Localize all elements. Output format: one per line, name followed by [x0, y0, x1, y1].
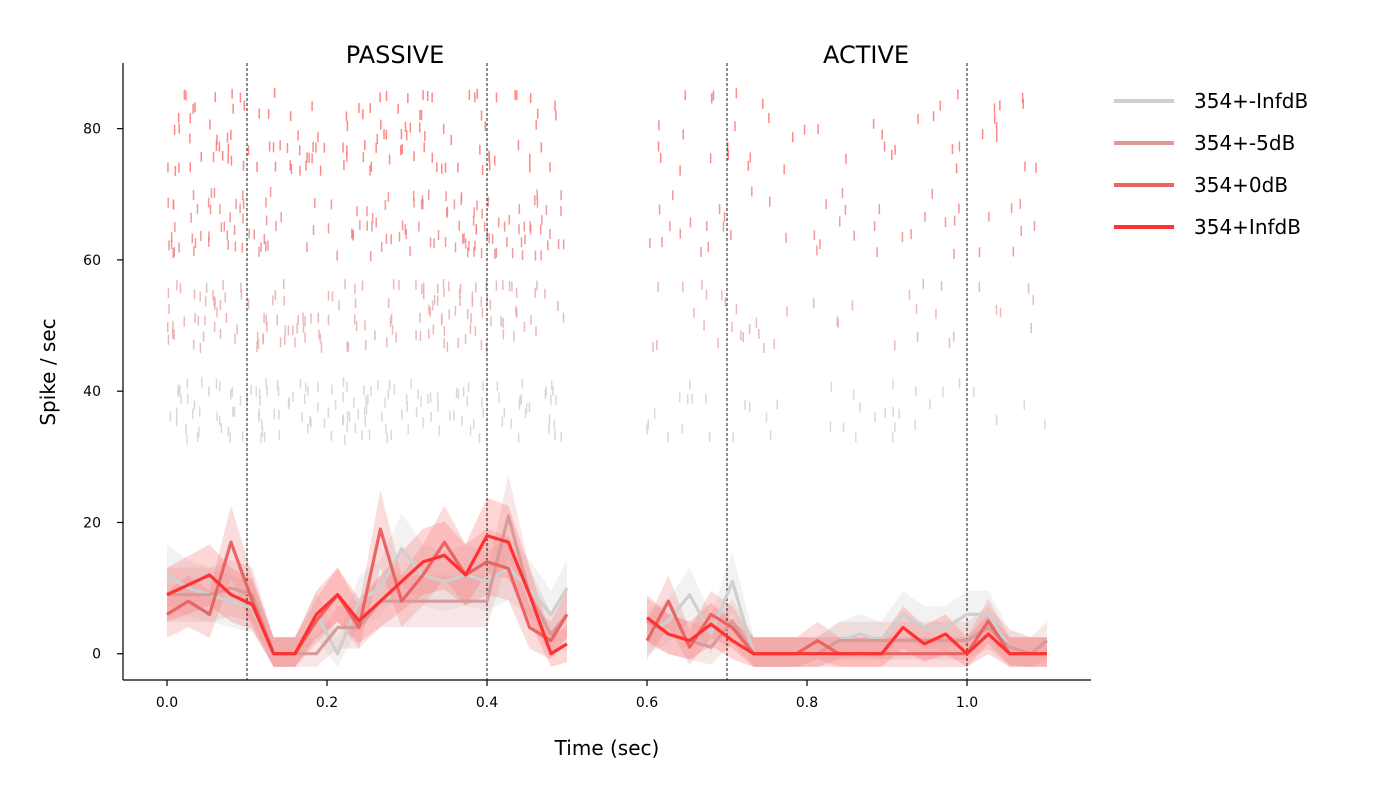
error-band	[167, 474, 567, 667]
x-tick-label: 0.8	[796, 695, 818, 711]
legend-label-4: 354+InfdB	[1194, 215, 1301, 239]
series-line	[166, 527, 569, 656]
stimulus-onset-lines	[246, 63, 968, 680]
axes	[122, 63, 1091, 681]
panel-title-active: ACTIVE	[823, 41, 909, 69]
series-line	[646, 619, 1049, 656]
y-tick-label: 60	[83, 253, 101, 269]
y-tick-label: 20	[83, 515, 101, 531]
series-line	[166, 547, 569, 656]
series-line-layer	[166, 514, 1049, 656]
error-band	[167, 490, 567, 667]
error-band	[647, 552, 1047, 667]
legend-label-2: 354+-5dB	[1194, 131, 1295, 155]
error-band	[167, 497, 567, 667]
x-tick-label: 0.2	[316, 695, 338, 711]
series-line	[646, 616, 1047, 656]
y-axis-label: Spike / sec	[36, 318, 60, 425]
series-line	[167, 514, 569, 656]
tick-layer: 0.0 0.2 0.4 0.6 0.8 1.0 0 20 40 60 80	[83, 122, 978, 711]
x-tick-label: 1.0	[956, 695, 978, 711]
x-tick-label: 0.0	[156, 695, 178, 711]
panel-title-passive: PASSIVE	[346, 41, 444, 69]
raster-layer	[166, 87, 1046, 445]
y-tick-label: 0	[92, 647, 101, 663]
series-line	[166, 533, 568, 656]
y-tick-label: 40	[83, 384, 101, 400]
legend: 354+-InfdB 354+-5dB 354+0dB 354+InfdB	[1114, 89, 1308, 239]
y-tick-label: 80	[83, 122, 101, 138]
legend-label-3: 354+0dB	[1194, 173, 1288, 197]
x-axis-label: Time (sec)	[554, 736, 660, 760]
x-tick-label: 0.6	[636, 695, 658, 711]
x-tick-label: 0.4	[476, 695, 498, 711]
legend-label-1: 354+-InfdB	[1194, 89, 1308, 113]
